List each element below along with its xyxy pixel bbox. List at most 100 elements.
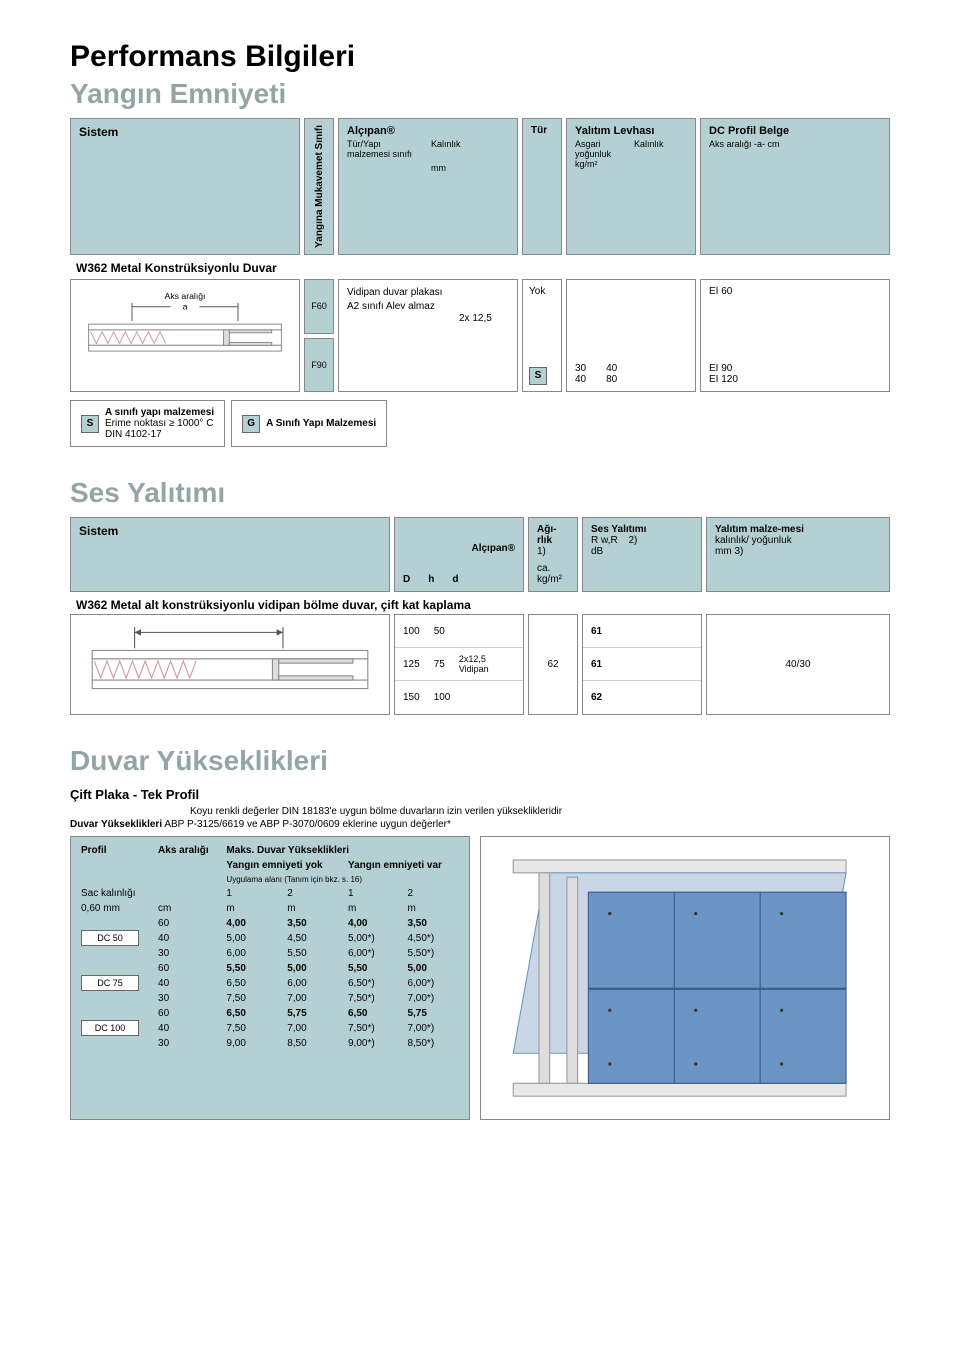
heights-note2-label: Duvar Yükseklikleri [70, 819, 162, 830]
r02: 3,50 [287, 918, 306, 929]
ht-sacv: 0,60 mm [77, 901, 154, 916]
sh-sy-unit: dB [591, 546, 693, 557]
r53: 7,50*) [344, 991, 403, 1006]
fire-h-alcipan: Alçıpan® Tür/Yapı malzemesi sınıfı Kalın… [338, 118, 518, 255]
fire-diagram: Aks aralığı a [70, 279, 300, 392]
sound-system-name: W362 Metal alt konstrüksiyonlu vidipan b… [76, 598, 890, 612]
sr2h: 100 [434, 692, 451, 703]
section-fire-title: Yangın Emniyeti [70, 78, 890, 110]
sy0: 61 [583, 615, 701, 648]
r51: 7,50 [222, 991, 283, 1006]
r42: 6,00 [283, 976, 344, 991]
svg-text:a: a [183, 301, 188, 311]
legend-s: S A sınıfı yapı malzemesi Erime noktası … [70, 400, 225, 447]
r14: 4,50*) [403, 931, 463, 946]
fire-h-yms: Yangına Mukavemet Sınıfı [304, 118, 334, 255]
sh-alcipan: Alçıpan® [403, 543, 515, 554]
r44: 6,00*) [403, 976, 463, 991]
r11: 5,00 [222, 931, 283, 946]
sr1h: 75 [434, 659, 445, 670]
height-table: Profil Aks aralığı Maks. Duvar Yükseklik… [70, 836, 470, 1120]
section-sound-title: Ses Yalıtımı [70, 477, 890, 509]
alcipan-head: Alçıpan® [347, 125, 509, 137]
sh-ym-unit: mm 3) [715, 546, 881, 557]
profile-dc100: DC 100 [81, 1020, 139, 1036]
fire-tur-yok: Yok [529, 286, 545, 297]
dc-r2: EI 120 [709, 374, 881, 385]
dc-r1: EI 90 [709, 363, 881, 374]
fire-desc: Vidipan duvar plakası A2 sınıfı Alev alm… [338, 279, 518, 392]
dc-sub: Aks aralığı -a- cm [709, 139, 881, 149]
r71: 7,50 [222, 1021, 283, 1036]
fire-yalitim-cell: 30 40 40 80 [566, 279, 696, 392]
htu1: m [283, 901, 344, 916]
sh-ym-title: Yalıtım malze-mesi [715, 524, 881, 535]
heights-note2-text: ABP P-3125/6619 ve ABP P-3070/0609 ekler… [164, 819, 451, 830]
sound-data-row: 10050 125752x12,5 Vidipan 150100 62 61 6… [70, 614, 890, 714]
sound-diagram [70, 614, 390, 714]
htu0: m [222, 901, 283, 916]
fire-legend: S A sınıfı yapı malzemesi Erime noktası … [70, 400, 890, 447]
fire-system-name: W362 Metal Konstrüksiyonlu Duvar [76, 261, 890, 275]
fire-class-cell: F60 F90 [304, 279, 334, 392]
ht-yok: Yangın emniyeti yok [226, 860, 322, 871]
fire-h-yms-text: Yangına Mukavemet Sınıfı [314, 125, 325, 248]
profile-dc75: DC 75 [81, 975, 139, 991]
y-r1c1: 30 [575, 363, 586, 374]
alcipan-sub1: Tür/Yapı malzemesi sınıfı [347, 139, 425, 173]
sh-ag-title: Ağı-rlık [537, 524, 569, 546]
fire-thickness: 2x 12,5 [459, 286, 509, 326]
ht-sac: Sac kalınlığı [77, 886, 154, 901]
legend-s-title: A sınıfı yapı malzemesi [105, 407, 214, 418]
r61: 6,50 [226, 1008, 245, 1019]
sh-sy: Ses Yalıtımı R w,R 2) dB [582, 517, 702, 592]
sh-ym: Yalıtım malze-mesi kalınlık/ yoğunluk mm… [706, 517, 890, 592]
r23: 6,00*) [344, 946, 403, 961]
height-area: Profil Aks aralığı Maks. Duvar Yükseklik… [70, 836, 890, 1120]
heights-note2: Duvar Yükseklikleri ABP P-3125/6619 ve A… [70, 819, 890, 830]
r74: 7,00*) [403, 1021, 463, 1036]
sound-ag: 62 [528, 614, 578, 714]
sh-sistem: Sistem [70, 517, 390, 592]
r50: 30 [154, 991, 222, 1006]
r41: 6,50 [222, 976, 283, 991]
r73: 7,50*) [344, 1021, 403, 1036]
r30: 60 [154, 961, 222, 976]
sh-d: D [403, 574, 410, 585]
f60-label: F60 [304, 279, 334, 334]
r24: 5,50*) [403, 946, 463, 961]
fire-h-sistem: Sistem [70, 118, 300, 255]
r64: 5,75 [407, 1008, 426, 1019]
r00: 60 [154, 916, 222, 931]
sh-ym-sub: kalınlık/ yoğunluk [715, 535, 881, 546]
main-title: Performans Bilgileri [70, 40, 890, 74]
sh-sy-note: 2) [628, 535, 637, 546]
r70: 40 [154, 1021, 222, 1036]
fire-data-row: Aks aralığı a F60 F90 Vidipan duvar plak… [70, 279, 890, 392]
dc-r0: EI 60 [709, 286, 881, 297]
fire-tur-cell: Yok S [522, 279, 562, 392]
r34: 5,00 [407, 963, 426, 974]
f90-label: F90 [304, 338, 334, 393]
r43: 6,50*) [344, 976, 403, 991]
r01: 4,00 [226, 918, 245, 929]
section-heights-title: Duvar Yükseklikleri [70, 745, 890, 777]
sound-header-row: Sistem Alçıpan® D h d Ağı-rlık 1) ca. kg… [70, 517, 890, 592]
htu2: m [344, 901, 403, 916]
r80: 30 [154, 1036, 222, 1051]
r84: 8,50*) [403, 1036, 463, 1051]
sy1: 61 [583, 648, 701, 681]
htc0: 1 [222, 886, 283, 901]
sy2: 62 [583, 681, 701, 713]
sound-sy: 61 61 62 [582, 614, 702, 714]
alcipan-unit: mm [431, 163, 509, 173]
ht-maks: Maks. Duvar Yükseklikleri [222, 843, 463, 858]
fire-dc-cell: EI 60 EI 90 EI 120 [700, 279, 890, 392]
r20: 30 [154, 946, 222, 961]
legend-s-l3: DIN 4102-17 [105, 429, 214, 440]
r60: 60 [154, 1006, 222, 1021]
r10: 40 [154, 931, 222, 946]
profile-dc50: DC 50 [81, 930, 139, 946]
y-r1c2: 40 [606, 363, 617, 374]
r13: 5,00*) [344, 931, 403, 946]
